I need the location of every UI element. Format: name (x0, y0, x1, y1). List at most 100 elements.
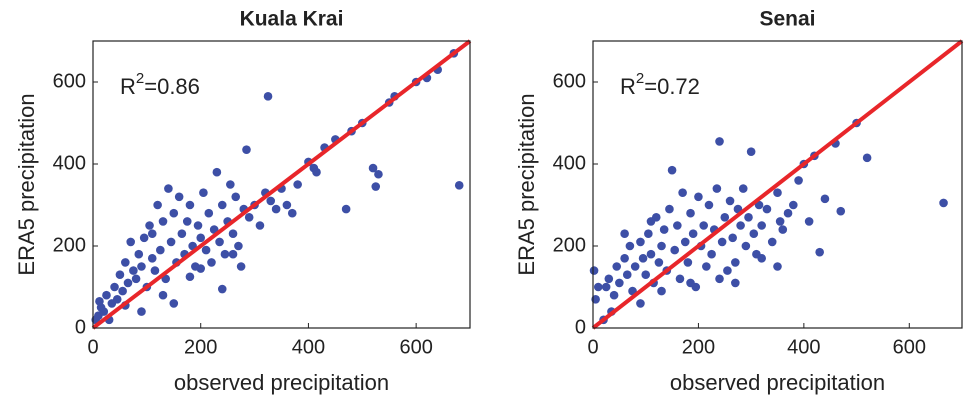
point (201, 245, 211, 255)
point (115, 270, 125, 280)
point (150, 266, 160, 275)
point (147, 253, 157, 263)
x-tick-label: 0 (587, 336, 598, 358)
point (123, 278, 133, 288)
point (757, 221, 766, 230)
point (226, 180, 235, 189)
point (775, 217, 785, 226)
point (683, 258, 693, 267)
annotation-base: R (620, 74, 636, 99)
y-tick-label: 0 (575, 316, 586, 338)
point (636, 299, 645, 308)
x-tick-label: 0 (87, 336, 98, 358)
point (102, 290, 111, 300)
point (147, 229, 157, 238)
y-tick-label: 400 (553, 152, 586, 174)
axes-box (92, 40, 471, 329)
point (749, 229, 759, 238)
point (374, 169, 383, 179)
x-axis-label: observed precipitation (174, 370, 389, 395)
point (620, 229, 629, 238)
point (589, 266, 599, 275)
x-tick-label: 600 (893, 336, 926, 358)
point (454, 181, 464, 190)
point (137, 307, 146, 316)
annotation-superscript: 2 (136, 70, 144, 87)
point (731, 258, 740, 267)
point (193, 221, 203, 230)
point (601, 282, 611, 292)
point (707, 249, 716, 259)
point (263, 92, 273, 101)
point (95, 297, 104, 306)
point (636, 237, 645, 247)
point (665, 204, 674, 214)
point (670, 245, 680, 255)
x-tick-label: 400 (292, 336, 325, 358)
point (228, 249, 238, 259)
point (773, 188, 782, 197)
point (725, 196, 735, 206)
point (609, 290, 619, 300)
point (158, 290, 168, 300)
y-axis-label: ERA5 precipitation (514, 93, 539, 275)
point (231, 192, 241, 202)
point (215, 237, 224, 247)
reference-line (591, 39, 964, 330)
point (757, 253, 766, 263)
point (717, 237, 727, 247)
point (680, 237, 690, 247)
point (228, 229, 238, 238)
point (212, 167, 222, 177)
annotation: R2=0.86 (120, 70, 200, 99)
point (699, 221, 708, 230)
point (686, 208, 695, 218)
point (371, 182, 381, 191)
point (620, 253, 629, 263)
point (282, 200, 292, 210)
point (110, 282, 119, 292)
point (174, 192, 184, 202)
point (271, 204, 281, 214)
point (939, 198, 948, 208)
x-tick-label: 400 (787, 336, 820, 358)
point (736, 221, 745, 230)
point (131, 274, 141, 284)
panel: 0 200 400 600 0 200 400 600 Kuala Krai observed p… (14, 8, 472, 395)
point (169, 208, 179, 218)
annotation-rest: =0.72 (644, 74, 700, 99)
point (715, 274, 724, 284)
point (762, 204, 772, 214)
point (667, 165, 677, 175)
point (789, 200, 798, 210)
point (862, 153, 872, 163)
point (139, 233, 149, 243)
point (728, 233, 737, 243)
point (293, 180, 302, 189)
point (702, 262, 711, 271)
point (773, 262, 782, 271)
point (164, 184, 173, 193)
point (654, 258, 664, 267)
point (767, 237, 777, 247)
point (746, 147, 756, 156)
y-tick-label: 600 (553, 70, 586, 92)
point (242, 145, 251, 154)
point (657, 286, 666, 296)
point (196, 264, 206, 273)
point (741, 241, 751, 251)
point (255, 221, 265, 230)
point (604, 274, 614, 284)
point (723, 266, 732, 275)
point (783, 208, 793, 218)
point (153, 200, 162, 210)
y-tick-label: 400 (53, 152, 86, 174)
point (646, 249, 656, 259)
y-tick-label: 200 (553, 234, 586, 256)
point (625, 241, 635, 251)
point (312, 167, 321, 177)
point (185, 200, 195, 210)
point (236, 262, 246, 271)
point (177, 229, 187, 238)
